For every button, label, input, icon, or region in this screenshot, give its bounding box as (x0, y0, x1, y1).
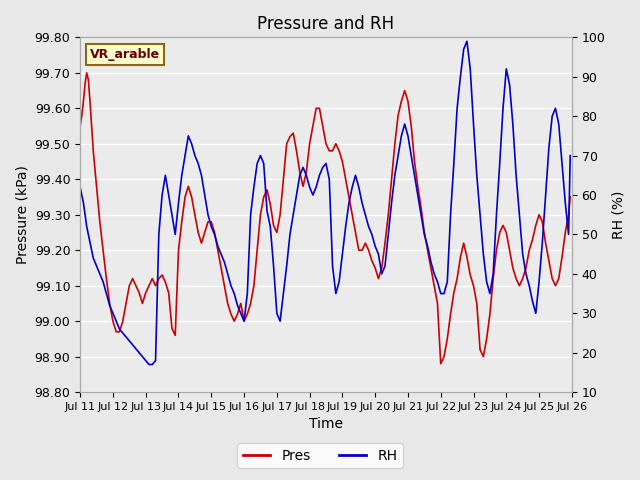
Line: Pres: Pres (80, 73, 570, 364)
X-axis label: Time: Time (309, 418, 343, 432)
RH (519, 251, 527, 257)
RH (76, 184, 84, 190)
Line: RH: RH (80, 41, 570, 364)
Legend: Pres, RH: Pres, RH (237, 443, 403, 468)
Text: VR_arable: VR_arable (90, 48, 160, 61)
RH (309, 192, 317, 198)
Pres (519, 276, 527, 281)
Pres (566, 194, 574, 200)
Y-axis label: Pressure (kPa): Pressure (kPa) (15, 165, 29, 264)
Pres (76, 123, 84, 129)
Pres (83, 70, 90, 76)
Pres (493, 247, 500, 253)
RH (566, 153, 574, 158)
RH (463, 38, 471, 44)
RH (558, 161, 566, 167)
Pres (558, 254, 566, 260)
RH (417, 212, 425, 217)
RH (493, 212, 500, 217)
Title: Pressure and RH: Pressure and RH (257, 15, 395, 33)
Y-axis label: RH (%): RH (%) (611, 191, 625, 239)
RH (145, 361, 153, 367)
RH (525, 283, 533, 288)
Pres (525, 247, 533, 253)
Pres (437, 361, 445, 367)
Pres (417, 205, 425, 211)
Pres (309, 123, 317, 129)
